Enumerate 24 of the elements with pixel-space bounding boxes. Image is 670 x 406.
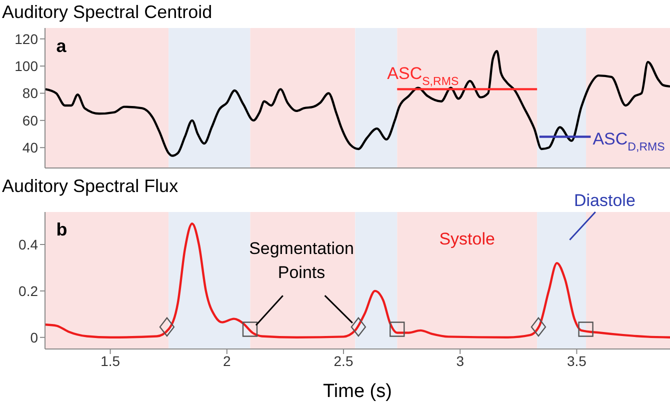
y-tick-label: 120 bbox=[14, 30, 38, 47]
y-tick-label: 60 bbox=[22, 112, 38, 128]
y-tick-label: 0 bbox=[30, 329, 38, 346]
annotation: Segmentation Points bbox=[249, 238, 354, 282]
x-tick-label: 2 bbox=[223, 352, 232, 369]
x-tick-label: 1.5 bbox=[100, 352, 120, 369]
series-label: ASC$_{S,RMS}$ bbox=[387, 64, 459, 88]
x-tick-label: 2.5 bbox=[334, 352, 354, 369]
y-tick-label: 40 bbox=[22, 140, 38, 156]
annotation: a bbox=[56, 36, 68, 56]
line-series bbox=[45, 222, 670, 338]
annotation: Systole bbox=[439, 230, 495, 249]
x-tick-label: 3.5 bbox=[566, 352, 587, 369]
y-tick-label: 80 bbox=[22, 85, 38, 102]
y-tick-label: 0.4 bbox=[18, 236, 38, 252]
chart-title: Auditory Spectral Centroid bbox=[1, 1, 214, 24]
x-axis-title: Time (s) bbox=[323, 381, 392, 402]
x-tick-label: 3 bbox=[456, 352, 464, 369]
annotation: b bbox=[56, 219, 68, 240]
y-tick-label: 0.2 bbox=[18, 282, 38, 299]
series-label: ASC$_{D,RMS}$ bbox=[592, 130, 666, 154]
y-tick-label: 100 bbox=[14, 58, 38, 74]
text: Diastole bbox=[574, 191, 636, 210]
chart-title: Auditory Spectral Flux bbox=[2, 176, 178, 196]
